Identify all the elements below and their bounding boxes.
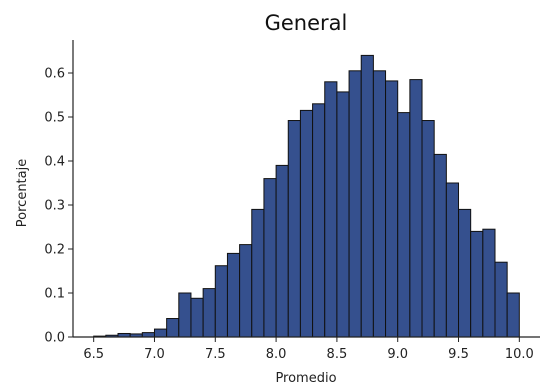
histogram-bar xyxy=(433,153,447,338)
y-axis-label: Porcentaje xyxy=(15,159,30,227)
histogram-bar xyxy=(470,230,484,338)
y-tick-label: 0.6 xyxy=(44,67,65,82)
histogram-bar xyxy=(141,332,155,338)
histogram-bar xyxy=(506,292,520,338)
histogram-bar xyxy=(445,182,460,338)
histogram-bar xyxy=(178,292,192,338)
y-axis: 0.0 0.1 0.2 0.3 0.4 0.5 0.6 xyxy=(44,40,74,346)
x-tick-label: 8.0 xyxy=(266,347,287,362)
histogram-bar xyxy=(360,54,374,338)
histogram-bar xyxy=(190,297,204,338)
histogram-bar xyxy=(226,252,241,338)
histogram-bar xyxy=(336,91,350,338)
histogram-bar xyxy=(348,70,362,338)
histogram-bar xyxy=(153,328,168,338)
histogram-bar xyxy=(287,120,301,338)
histogram-bar xyxy=(372,70,387,338)
histogram-bar xyxy=(458,208,472,338)
histogram-bar xyxy=(409,79,423,338)
histogram-bar xyxy=(494,261,508,338)
histogram-bar xyxy=(166,318,180,338)
x-tick-label: 7.0 xyxy=(144,347,165,362)
y-tick-label: 0.3 xyxy=(44,199,65,214)
x-tick-label: 6.5 xyxy=(83,347,104,362)
y-tick-label: 0.4 xyxy=(44,155,65,170)
histogram-bar xyxy=(214,265,228,338)
x-axis: 6.5 7.0 7.5 8.0 8.5 9.0 9.5 10.0 xyxy=(73,336,540,362)
x-tick-label: 10.0 xyxy=(505,347,534,362)
histogram-bar xyxy=(482,228,496,338)
histogram-bar xyxy=(251,208,265,338)
x-tick-label: 8.5 xyxy=(327,347,348,362)
histogram-bar xyxy=(275,164,289,338)
histogram-bar xyxy=(202,288,216,338)
histogram-bar xyxy=(421,120,435,338)
chart-title: General xyxy=(265,11,348,35)
y-tick-label: 0.0 xyxy=(44,331,65,346)
x-tick-label: 9.5 xyxy=(448,347,469,362)
y-tick-label: 0.5 xyxy=(44,111,65,126)
histogram-bar xyxy=(239,244,253,338)
histogram-bar xyxy=(312,103,326,338)
histogram-bar xyxy=(397,112,411,338)
histogram-bar xyxy=(263,178,277,338)
histogram-bars xyxy=(93,54,520,338)
y-tick-label: 0.1 xyxy=(44,287,65,302)
histogram-bar xyxy=(299,109,314,338)
y-tick-label: 0.2 xyxy=(44,243,65,258)
x-tick-label: 9.0 xyxy=(387,347,408,362)
histogram-bar xyxy=(385,80,399,338)
histogram-bar xyxy=(324,81,338,338)
x-axis-label: Promedio xyxy=(275,371,336,386)
x-tick-label: 7.5 xyxy=(205,347,226,362)
